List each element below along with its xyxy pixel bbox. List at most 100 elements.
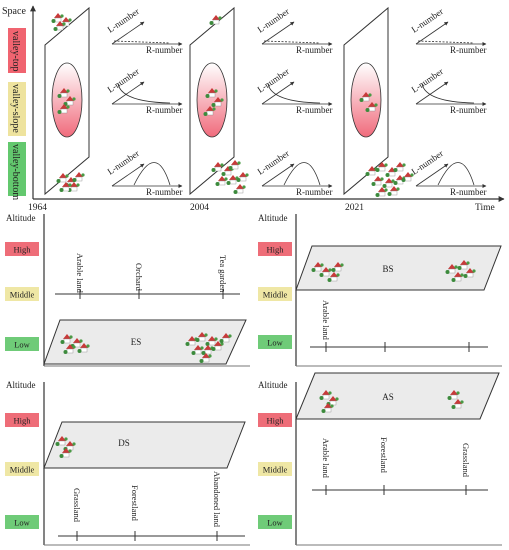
- level-low: Low: [5, 515, 39, 529]
- zone-label: valley-top: [10, 31, 21, 72]
- land-use-label-arable-land: Arable land: [321, 300, 331, 341]
- level-chip: [258, 335, 292, 349]
- land-use-label-grassland: Grassland: [72, 488, 82, 523]
- level-chip: [258, 515, 292, 529]
- l-axis-label: L-number: [256, 66, 291, 94]
- level-label: Middle: [10, 290, 35, 300]
- lr-curve: [417, 40, 475, 44]
- space-axis-label: Space: [2, 6, 26, 17]
- time-axis-label: Time: [475, 203, 495, 213]
- lr-curve: [263, 40, 321, 44]
- level-chip: [5, 287, 39, 301]
- scenario-code: BS: [382, 264, 393, 274]
- scenario-panel-bs: Altitude High Middle Low BS Arable land: [258, 213, 502, 367]
- level-chip: [258, 287, 292, 301]
- l-axis: [415, 81, 449, 105]
- scenario-panel-es: Altitude High Middle Low Arable land Orc…: [5, 213, 250, 367]
- level-middle: Middle: [258, 287, 292, 301]
- land-use-label-forestland: Forestland: [130, 485, 140, 522]
- level-chip: [258, 462, 292, 476]
- scenario-plane: [43, 421, 246, 469]
- l-axis: [415, 21, 449, 45]
- level-label: High: [14, 416, 32, 426]
- l-axis-label: L-number: [256, 6, 291, 34]
- zone-label: valley-slope: [10, 84, 21, 133]
- lr-plot: L-number R-number: [410, 66, 487, 115]
- level-chip: [5, 337, 39, 351]
- zone-valley-slope: valley-slope: [8, 82, 26, 136]
- lr-curve: [421, 83, 475, 104]
- zone-label: valley-bottom: [10, 144, 21, 200]
- scenario-plane: [295, 372, 500, 420]
- l-axis: [111, 21, 145, 45]
- year-label-2004: 2004: [190, 203, 209, 213]
- level-low: Low: [258, 515, 292, 529]
- level-label: Middle: [10, 465, 35, 475]
- time-slice-1964: [44, 6, 90, 196]
- zone-bar: [8, 28, 26, 73]
- r-axis-label: R-number: [146, 187, 183, 197]
- lr-plot: L-number R-number: [256, 6, 333, 55]
- lr-curve: [283, 162, 321, 186]
- l-axis: [261, 163, 295, 187]
- l-axis-label: L-number: [106, 6, 141, 34]
- level-chip: [258, 242, 292, 256]
- level-label: Low: [14, 518, 30, 528]
- r-axis-label: R-number: [450, 45, 487, 55]
- l-axis: [415, 163, 449, 187]
- l-axis: [111, 163, 145, 187]
- time-slice-2021: [343, 6, 415, 198]
- lr-plot: L-number R-number: [106, 148, 183, 197]
- lr-curve: [117, 83, 171, 104]
- land-use-label-orchard: Orchard: [134, 263, 144, 292]
- level-label: Low: [267, 338, 283, 348]
- level-label: Middle: [263, 465, 288, 475]
- l-axis-label: L-number: [256, 148, 291, 176]
- zone-bar: [8, 82, 26, 136]
- level-chip: [258, 413, 292, 427]
- level-high: High: [258, 413, 292, 427]
- level-middle: Middle: [5, 462, 39, 476]
- zone-valley-bottom: valley-bottom: [8, 142, 26, 200]
- scenario-code: DS: [118, 438, 130, 448]
- level-low: Low: [5, 337, 39, 351]
- l-axis-label: L-number: [410, 148, 445, 176]
- zone-valley-top: valley-top: [8, 28, 26, 73]
- level-middle: Middle: [258, 462, 292, 476]
- r-axis-label: R-number: [296, 105, 333, 115]
- l-axis: [111, 81, 145, 105]
- lr-plot: L-number R-number: [410, 148, 487, 197]
- land-use-label-arable-land: Arable land: [75, 253, 85, 294]
- lr-curve: [133, 162, 171, 186]
- land-use-label-forestland: Forestland: [379, 437, 389, 474]
- scenario-plane: [295, 245, 502, 291]
- lr-plot: L-number R-number: [106, 66, 183, 115]
- year-label-2021: 2021: [345, 203, 364, 213]
- altitude-label: Altitude: [6, 380, 36, 390]
- l-axis-label: L-number: [410, 66, 445, 94]
- level-high: High: [5, 413, 39, 427]
- level-high: High: [5, 242, 39, 256]
- level-chip: [5, 515, 39, 529]
- altitude-label: Altitude: [258, 380, 288, 390]
- scenario-code: ES: [131, 337, 142, 347]
- level-chip: [5, 462, 39, 476]
- lr-curve: [437, 162, 475, 186]
- land-use-label-tea-garden: Tea garden: [218, 255, 228, 293]
- r-axis-label: R-number: [450, 105, 487, 115]
- level-label: High: [14, 245, 32, 255]
- l-axis: [261, 81, 295, 105]
- level-label: Low: [267, 518, 283, 528]
- r-axis-label: R-number: [146, 45, 183, 55]
- level-middle: Middle: [5, 287, 39, 301]
- lr-plot: L-number R-number: [256, 148, 333, 197]
- scenario-panel-as: Altitude High Middle Low AS Arable land …: [258, 372, 502, 546]
- lr-plot: L-number R-number: [410, 6, 487, 55]
- lr-curve: [113, 40, 171, 44]
- level-chip: [5, 413, 39, 427]
- level-label: High: [267, 416, 285, 426]
- lr-plots: L-number R-number L-number R-number L-number…: [106, 6, 487, 197]
- level-label: Middle: [263, 290, 288, 300]
- land-use-label-arable-land: Arable land: [321, 438, 331, 479]
